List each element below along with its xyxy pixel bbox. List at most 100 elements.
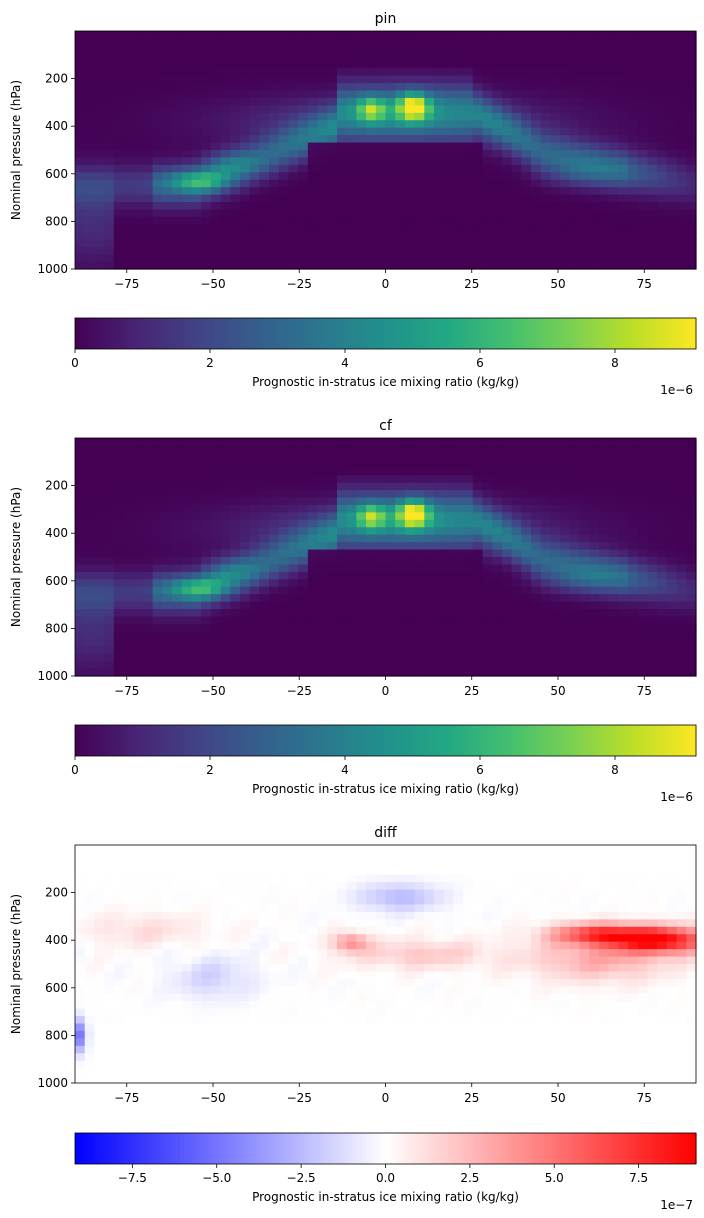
heatmap-cell [239,438,251,447]
colorbar-segment [432,318,437,349]
heatmap-cell [531,549,542,558]
heatmap-cell [608,527,619,536]
heatmap-cell [569,38,581,47]
heatmap-cell [434,557,445,566]
heatmap-cell [647,216,658,225]
heatmap-cell [579,623,590,632]
heatmap-cell [434,504,445,513]
heatmap-cell [521,852,532,861]
heatmap-cell [385,557,396,566]
heatmap-cell [579,586,590,595]
heatmap-cell [327,571,338,580]
heatmap-cell [201,53,212,62]
heatmap-cell [239,852,251,861]
heatmap-cell [94,564,105,573]
heatmap-cell [385,164,396,173]
colorbar-segment [350,318,356,349]
heatmap-cell [201,254,212,263]
heatmap-cell [336,60,348,69]
heatmap-cell [239,60,251,69]
heatmap-cell [482,475,493,484]
heatmap-cell [560,882,571,891]
heatmap-cell [628,882,639,891]
heatmap-cell [356,475,367,484]
heatmap-cell [317,112,328,121]
heatmap-cell [269,452,280,461]
heatmap-cell [94,852,105,861]
heatmap-cell [424,157,435,166]
heatmap-cell [123,845,134,854]
heatmap-cell [356,31,367,40]
heatmap-cell [278,135,290,144]
heatmap-cell [336,239,348,248]
heatmap-cell [249,254,260,263]
heatmap-cell [104,845,115,854]
heatmap-cell [647,202,658,211]
heatmap-cell [356,668,367,677]
heatmap-cell [521,490,532,499]
heatmap-cell [104,852,115,861]
heatmap-cell [317,194,328,203]
heatmap-cell [463,90,474,99]
heatmap-cell [317,239,328,248]
colorbar-segment [552,725,557,756]
heatmap-cell [84,527,95,536]
heatmap-cell [113,120,125,129]
heatmap-cell [336,216,348,225]
heatmap-cell [453,157,464,166]
heatmap-cell [239,859,251,868]
heatmap-cell [84,164,95,173]
heatmap-cell [550,438,561,447]
heatmap-cell [191,194,202,203]
heatmap-cell [618,475,629,484]
heatmap-cell [686,120,697,129]
heatmap-cell [298,209,309,218]
colorbar-segment [94,725,99,756]
colorbar-segment [98,725,103,756]
heatmap-cell [336,90,348,99]
heatmap-cell [501,68,513,77]
heatmap-cell [327,150,338,159]
heatmap-cell [540,187,552,196]
heatmap-cell [472,75,484,84]
heatmap-cell [686,859,697,868]
heatmap-cell [298,246,309,255]
heatmap-cell [375,527,387,536]
heatmap-cell [191,83,202,92]
colorbar-segment [385,725,390,756]
heatmap-cell [521,638,532,647]
heatmap-cell [123,194,134,203]
heatmap-cell [75,882,86,891]
heatmap-cell [94,668,105,677]
heatmap-cell [327,60,338,69]
heatmap-cell [618,135,629,144]
heatmap-cell [424,490,435,499]
heatmap-cell [550,527,561,536]
heatmap-cell [269,135,280,144]
heatmap-cell [618,246,629,255]
heatmap-cell [201,542,212,551]
heatmap-cell [443,542,455,551]
heatmap-cell [482,261,493,270]
heatmap-cell [191,224,202,233]
heatmap-cell [598,90,610,99]
colorbar-segment [680,725,685,756]
heatmap-cell [259,467,270,476]
heatmap-cell [278,874,290,883]
heatmap-cell [133,239,144,248]
heatmap-cell [210,564,222,573]
heatmap-cell [404,646,416,655]
heatmap-cell [676,542,687,551]
heatmap-cell [307,882,319,891]
heatmap-cell [472,874,484,883]
heatmap-cell [172,231,183,240]
heatmap-cell [589,594,600,603]
heatmap-cell [443,882,455,891]
heatmap-cell [317,105,328,114]
heatmap-cell [589,231,600,240]
colorbar-segment [602,318,608,349]
heatmap-cell [210,482,222,491]
colorbar-segment [560,725,565,756]
colorbar-segment [261,318,266,349]
